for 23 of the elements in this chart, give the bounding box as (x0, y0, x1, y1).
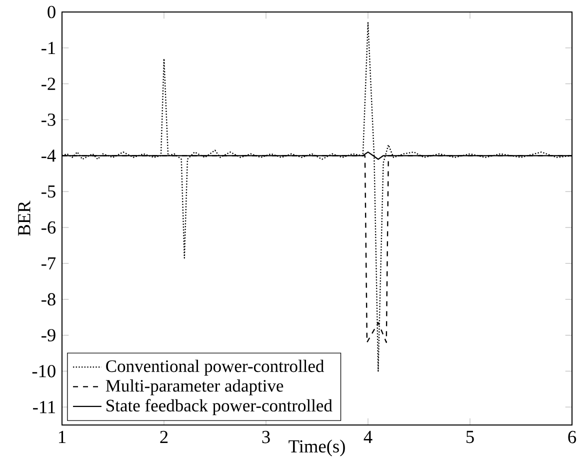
y-tick-label: -3 (42, 114, 56, 126)
x-axis-title: Time(s) (288, 440, 345, 456)
y-tick-label: -6 (42, 221, 56, 234)
y-tick-label: -5 (42, 185, 56, 198)
x-tick-label: 6 (568, 430, 576, 444)
y-tick-label: -4 (42, 150, 56, 162)
y-tick-label: -9 (42, 329, 56, 342)
y-tick-label: 0 (48, 6, 56, 18)
y-tick-label: -11 (33, 400, 55, 414)
y-axis-title: BER (18, 200, 30, 236)
y-tick-label: -7 (42, 257, 56, 270)
x-tick-label: 5 (466, 430, 474, 444)
x-tick-label: 1 (59, 430, 66, 443)
legend-label: State feedback power-controlled (106, 399, 332, 416)
x-tick-label: 2 (160, 430, 168, 444)
y-tick-label: -2 (42, 78, 56, 90)
y-tick-label: -1 (42, 42, 55, 54)
x-tick-label: 4 (364, 430, 372, 443)
y-tick-label: -8 (42, 293, 56, 306)
legend-label: Multi-parameter adaptive (106, 379, 284, 396)
legend-label: Conventional power-controlled (106, 360, 324, 376)
x-tick-label: 3 (262, 430, 270, 444)
y-tick-label: -10 (32, 364, 56, 378)
